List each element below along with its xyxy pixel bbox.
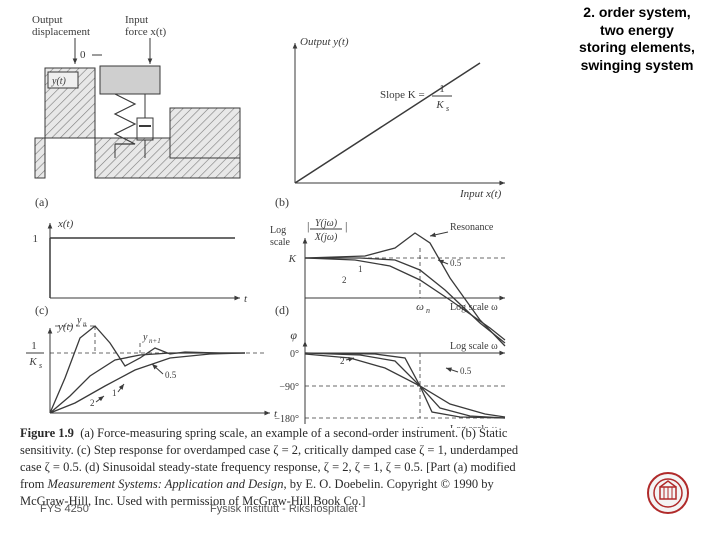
svg-text:|: |: [307, 219, 309, 233]
svg-text:Y(jω): Y(jω): [315, 218, 338, 229]
svg-text:2: 2: [340, 356, 345, 366]
svg-text:0.5: 0.5: [450, 258, 462, 268]
title-block: 2. order system, two energy storing elem…: [562, 4, 712, 74]
svg-text:s: s: [39, 361, 42, 370]
svg-text:1: 1: [358, 264, 363, 274]
footer-course-code: FYS 4250: [40, 503, 89, 515]
university-seal-icon: [646, 471, 690, 520]
svg-text:0: 0: [80, 49, 86, 61]
svg-text:n+1: n+1: [149, 337, 161, 345]
svg-text:Log: Log: [270, 225, 286, 236]
svg-text:Resonance: Resonance: [450, 222, 494, 233]
svg-text:t: t: [244, 293, 248, 305]
svg-text:y(t): y(t): [57, 321, 74, 333]
svg-text:y(t): y(t): [51, 76, 67, 87]
title-line: storing elements,: [562, 39, 712, 57]
svg-text:y: y: [76, 315, 82, 326]
svg-text:1: 1: [31, 340, 37, 352]
title-line: two energy: [562, 22, 712, 40]
svg-text:Input: Input: [125, 14, 148, 26]
svg-text:1: 1: [439, 83, 445, 95]
svg-text:K: K: [288, 253, 297, 265]
svg-text:Slope K =: Slope K =: [380, 89, 425, 101]
svg-text:s: s: [446, 104, 449, 113]
svg-text:Output y(t): Output y(t): [300, 36, 349, 48]
svg-text:(a): (a): [35, 195, 48, 209]
svg-text:(b): (b): [275, 195, 289, 209]
svg-text:ω: ω: [416, 301, 424, 313]
svg-text:scale: scale: [270, 237, 291, 248]
svg-text:Output: Output: [32, 14, 63, 26]
svg-text:Log scale ω: Log scale ω: [450, 341, 498, 352]
svg-text:K: K: [28, 356, 37, 368]
svg-text:1: 1: [33, 233, 39, 245]
svg-text:n: n: [83, 320, 87, 328]
footer-institute: Fysisk institutt - Rikshospitalet: [210, 503, 357, 515]
svg-text:|: |: [345, 219, 347, 233]
title-line: 2. order system,: [562, 4, 712, 22]
svg-text:x(t): x(t): [57, 218, 74, 230]
svg-text:n: n: [426, 306, 430, 315]
svg-text:2: 2: [342, 275, 347, 285]
svg-text:y: y: [142, 332, 148, 343]
svg-text:Input x(t): Input x(t): [459, 188, 502, 200]
svg-text:0°: 0°: [290, 349, 299, 360]
svg-text:0.5: 0.5: [460, 366, 472, 376]
svg-text:force x(t): force x(t): [125, 26, 167, 38]
svg-text:(c): (c): [35, 303, 48, 317]
svg-text:0.5: 0.5: [165, 370, 177, 380]
svg-text:displacement: displacement: [32, 26, 90, 38]
svg-text:1: 1: [112, 388, 117, 398]
svg-text:X(jω): X(jω): [314, 232, 338, 243]
svg-text:−180°: −180°: [274, 414, 299, 425]
svg-text:Log scale ω: Log scale ω: [450, 302, 498, 313]
title-line: swinging system: [562, 57, 712, 75]
figure-caption: Figure 1.9 (a) Force-measuring spring sc…: [20, 425, 530, 509]
svg-text:K: K: [435, 99, 444, 111]
figure-area: Outputdisplacement Inputforce x(t) y(t) 0 (a…: [20, 8, 530, 418]
svg-text:−90°: −90°: [279, 382, 299, 393]
svg-text:φ: φ: [290, 328, 297, 342]
svg-text:(d): (d): [275, 303, 289, 317]
svg-text:2: 2: [90, 398, 95, 408]
